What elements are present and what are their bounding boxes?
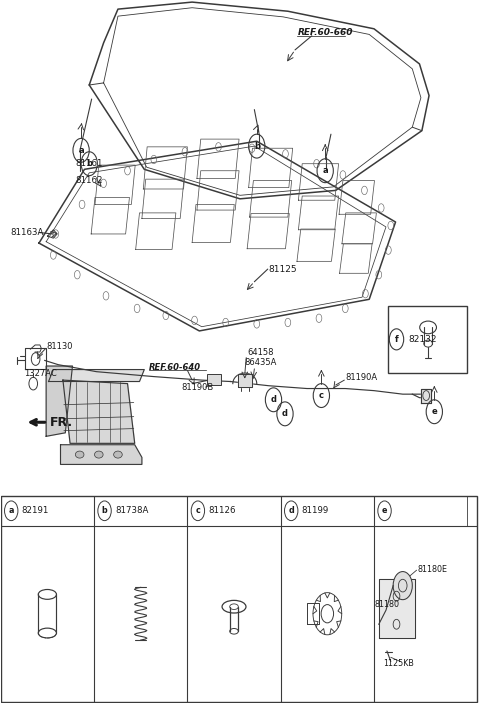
Text: 81125: 81125 xyxy=(269,265,297,274)
Text: 81190A: 81190A xyxy=(345,374,377,382)
Bar xyxy=(207,374,221,385)
Bar xyxy=(388,306,468,373)
Text: 1327AC: 1327AC xyxy=(24,369,57,377)
Polygon shape xyxy=(238,375,252,387)
Text: c: c xyxy=(319,391,324,400)
Text: b: b xyxy=(254,142,260,151)
Text: 81161: 81161 xyxy=(75,159,103,168)
Polygon shape xyxy=(48,370,144,382)
Polygon shape xyxy=(60,445,142,465)
Text: a: a xyxy=(323,166,328,175)
Text: f: f xyxy=(395,335,398,344)
Text: 81162: 81162 xyxy=(75,176,103,185)
Polygon shape xyxy=(63,380,135,444)
Text: 81199: 81199 xyxy=(302,506,329,515)
Bar xyxy=(187,496,281,526)
Circle shape xyxy=(393,572,412,600)
Text: b: b xyxy=(86,159,92,168)
Text: REF.60-640: REF.60-640 xyxy=(149,363,201,372)
Text: 82132: 82132 xyxy=(408,335,437,344)
Bar xyxy=(0,496,477,702)
Text: REF.60-660: REF.60-660 xyxy=(298,28,353,37)
Polygon shape xyxy=(379,579,415,639)
Text: c: c xyxy=(195,506,200,515)
Text: 1125KB: 1125KB xyxy=(384,660,414,668)
Text: 81180: 81180 xyxy=(374,600,399,609)
Text: 81126: 81126 xyxy=(208,506,236,515)
Text: 82191: 82191 xyxy=(22,506,49,515)
Text: d: d xyxy=(288,506,294,515)
Bar xyxy=(0,496,94,526)
Text: 64158: 64158 xyxy=(248,348,274,357)
Text: 86435A: 86435A xyxy=(245,358,277,367)
Text: b: b xyxy=(102,506,108,515)
Text: 81163A: 81163A xyxy=(10,228,44,237)
Text: a: a xyxy=(9,506,14,515)
Text: FR.: FR. xyxy=(49,416,72,429)
Ellipse shape xyxy=(95,451,103,458)
Ellipse shape xyxy=(114,451,122,458)
Polygon shape xyxy=(421,389,432,403)
Text: d: d xyxy=(271,395,276,404)
Bar xyxy=(281,496,374,526)
Text: e: e xyxy=(432,407,437,416)
Text: 81180E: 81180E xyxy=(417,565,447,574)
Text: a: a xyxy=(78,146,84,155)
Text: 81130: 81130 xyxy=(46,342,72,351)
Polygon shape xyxy=(46,366,72,436)
Text: d: d xyxy=(282,409,288,418)
Bar xyxy=(94,496,187,526)
Text: 81190B: 81190B xyxy=(181,383,214,392)
Bar xyxy=(374,496,468,526)
Ellipse shape xyxy=(75,451,84,458)
Text: e: e xyxy=(382,506,387,515)
Text: 81738A: 81738A xyxy=(115,506,148,515)
